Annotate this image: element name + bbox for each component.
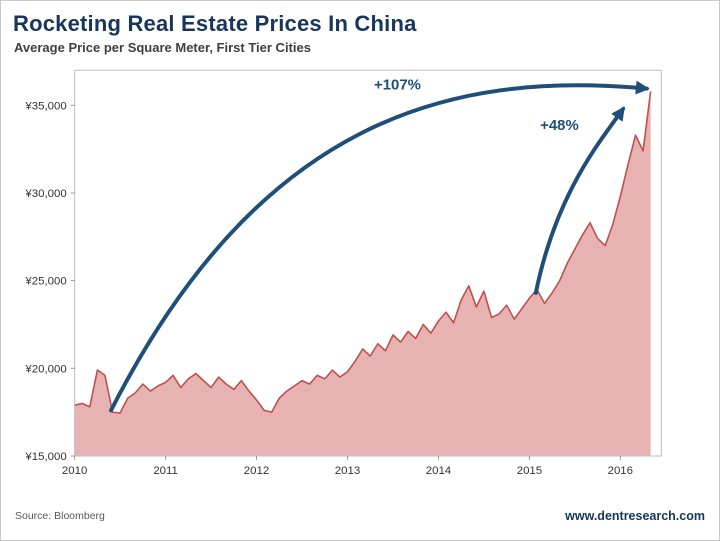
plot-border <box>74 69 662 457</box>
growth-arrow <box>533 106 626 295</box>
x-axis-tick-label: 2012 <box>244 465 269 477</box>
x-axis-tick-label: 2011 <box>153 465 178 477</box>
x-axis-tick-label: 2016 <box>608 465 633 477</box>
y-axis-tick-label: ¥20,000 <box>24 363 66 375</box>
y-axis-tick-label: ¥15,000 <box>24 451 66 463</box>
dentresearch-link[interactable]: www.dentresearch.com <box>565 509 705 523</box>
growth-label: +107% <box>374 78 421 94</box>
growth-arrow <box>109 80 650 413</box>
price-line <box>74 91 652 414</box>
footer: Source: Bloomberg www.dentresearch.com <box>13 509 707 523</box>
growth-label: +48% <box>540 118 579 134</box>
y-axis-tick-label: ¥25,000 <box>24 276 66 288</box>
price-area-fill <box>74 91 651 456</box>
x-axis-tick-label: 2014 <box>426 465 452 477</box>
x-axis-tick-label: 2013 <box>335 465 360 477</box>
page-title: Rocketing Real Estate Prices In China <box>13 11 417 36</box>
y-axis-tick-label: ¥30,000 <box>24 188 66 200</box>
y-axis-tick-label: ¥35,000 <box>24 100 66 112</box>
page-subtitle: Average Price per Square Meter, First Ti… <box>14 40 311 55</box>
chart-area: ¥15,000 ¥20,000 ¥25,000 ¥30,000 ¥35,000 2010 2… <box>13 66 707 501</box>
source-label: Source: Bloomberg <box>15 510 105 522</box>
chart-header: Rocketing Real Estate Prices In China Av… <box>13 11 707 56</box>
price-area-chart: ¥15,000 ¥20,000 ¥25,000 ¥30,000 ¥35,000 2010 2… <box>24 69 662 477</box>
x-axis-tick-label: 2015 <box>517 465 542 477</box>
x-axis-tick-label: 2010 <box>62 465 87 477</box>
